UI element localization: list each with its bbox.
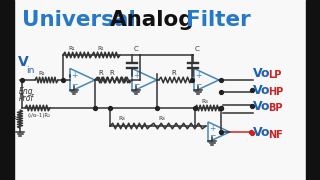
Text: R₃: R₃ [158, 116, 165, 121]
Text: (₂/α–1)R₂: (₂/α–1)R₂ [27, 113, 50, 118]
Text: C: C [195, 46, 200, 52]
Bar [0, 0, 14, 180]
Text: Vo: Vo [253, 84, 270, 96]
Text: HP: HP [268, 87, 283, 97]
Text: +: + [209, 124, 215, 133]
Text: Universal: Universal [22, 10, 143, 30]
Text: R₁: R₁ [38, 71, 45, 76]
Text: BP: BP [268, 103, 283, 113]
Text: in: in [26, 66, 34, 75]
Text: R₁: R₁ [68, 46, 75, 51]
Text: Vo: Vo [253, 127, 270, 140]
Text: LP: LP [268, 70, 281, 80]
Text: R: R [172, 70, 176, 76]
Text: R₁: R₁ [97, 46, 104, 51]
Text: NF: NF [268, 130, 283, 140]
Text: Filter: Filter [186, 10, 251, 30]
Text: R₃: R₃ [118, 116, 125, 121]
Text: −: − [195, 80, 201, 89]
Text: Analog: Analog [110, 10, 201, 30]
Text: −: − [71, 80, 77, 89]
Text: Vo: Vo [253, 66, 270, 80]
Text: V: V [18, 55, 29, 69]
Text: +: + [133, 71, 139, 80]
Text: +: + [71, 71, 77, 80]
Text: R₂: R₂ [12, 116, 19, 121]
Text: R: R [99, 70, 104, 76]
Bar [306, 0, 320, 180]
Text: C: C [134, 46, 139, 52]
Text: R: R [109, 70, 114, 76]
Text: Vo: Vo [253, 100, 270, 112]
Text: −: − [133, 80, 139, 89]
Text: Eng: Eng [19, 87, 34, 96]
Text: −: − [209, 131, 215, 140]
Text: R₃: R₃ [201, 99, 208, 104]
Text: +: + [195, 71, 201, 80]
Text: Prof: Prof [19, 94, 34, 103]
